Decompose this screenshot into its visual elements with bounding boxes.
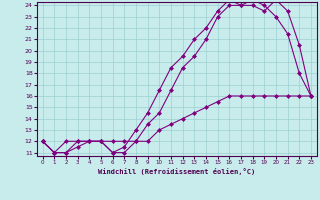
X-axis label: Windchill (Refroidissement éolien,°C): Windchill (Refroidissement éolien,°C): [98, 168, 255, 175]
